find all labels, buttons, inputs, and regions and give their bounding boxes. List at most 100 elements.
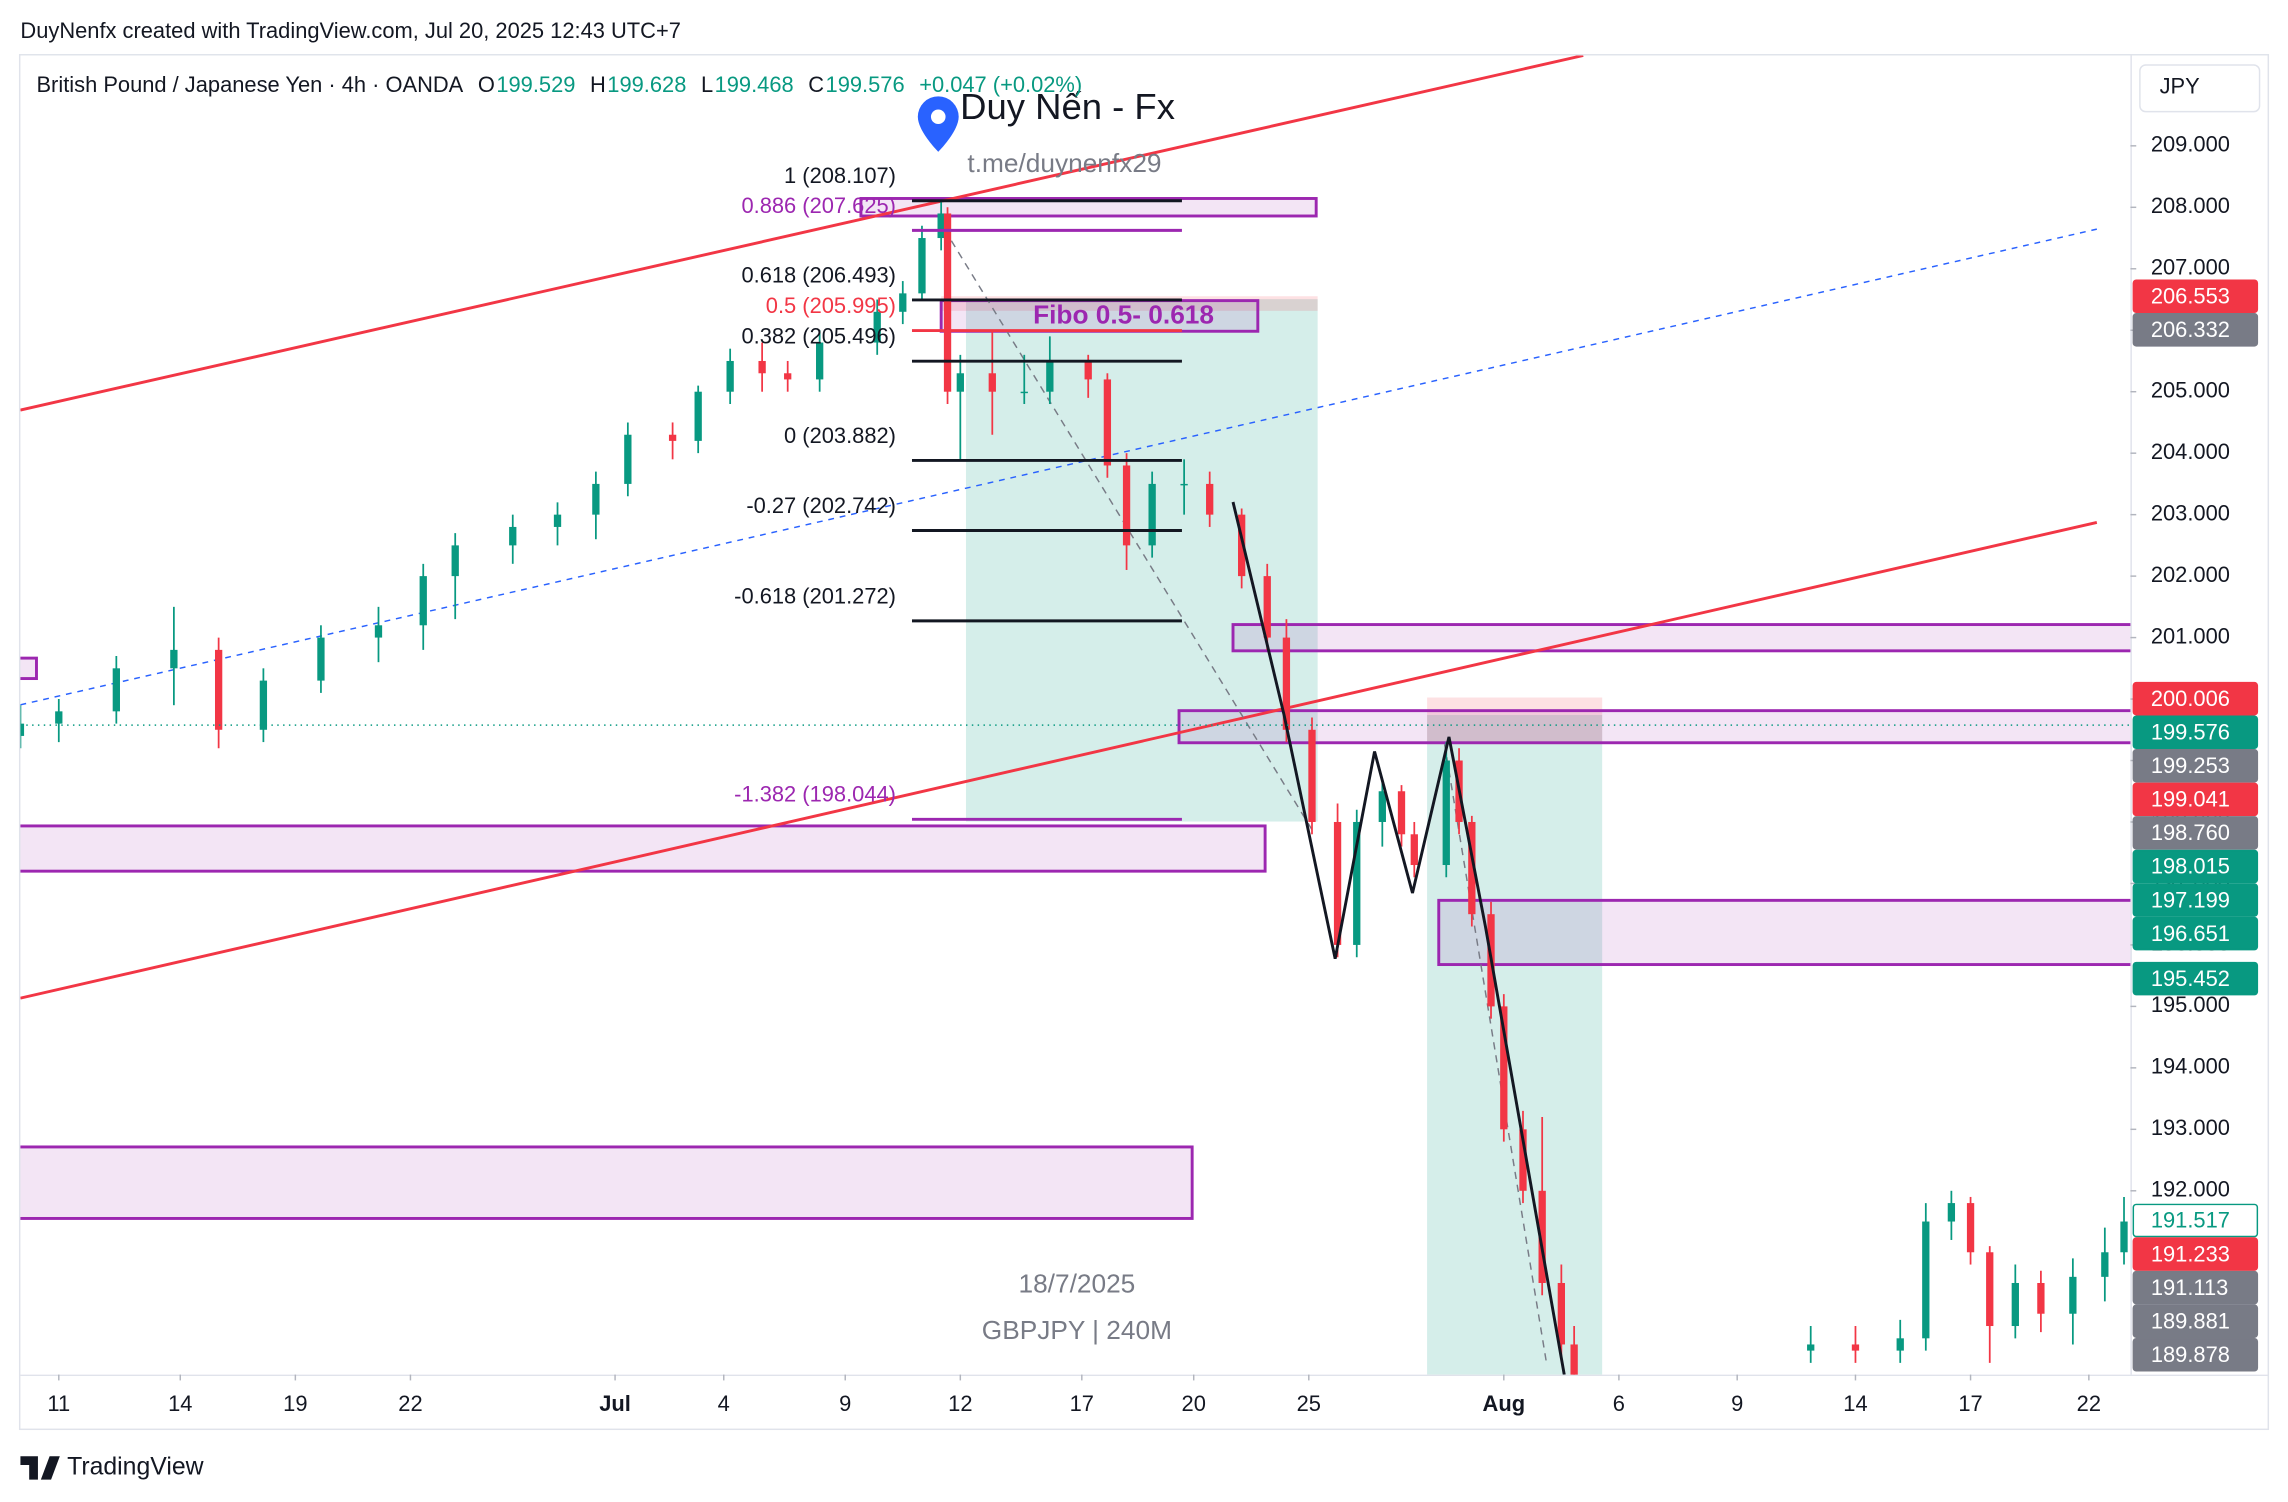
currency[interactable]: JPY bbox=[2160, 73, 2201, 98]
candle-body bbox=[2037, 1282, 2045, 1314]
price-tag bbox=[2132, 279, 2259, 314]
candle-body bbox=[1020, 391, 1028, 394]
fib-label: 0.5 (205.995) bbox=[766, 293, 896, 318]
symbol-note: GBPJPY | 240M bbox=[982, 1315, 1172, 1345]
candle-body bbox=[1538, 1190, 1546, 1283]
zone bbox=[1177, 709, 2131, 745]
candle-body bbox=[1353, 821, 1361, 945]
candle-body bbox=[2101, 1252, 2109, 1277]
fib-label: -1.382 (198.044) bbox=[734, 782, 896, 807]
channel-line bbox=[20, 55, 1584, 412]
credit: DuyNenfx created with TradingView.com, J… bbox=[20, 18, 680, 43]
x-tick-label: 12 bbox=[948, 1391, 972, 1416]
candle-body bbox=[2069, 1276, 2077, 1314]
price-tag-label: 198.015 bbox=[2151, 854, 2230, 879]
candle-body bbox=[1851, 1344, 1860, 1351]
candle-body bbox=[873, 311, 881, 343]
fib-label: -0.618 (201.272) bbox=[734, 583, 896, 608]
trend-line bbox=[20, 228, 2098, 706]
candle-body bbox=[988, 373, 996, 392]
candle-body bbox=[1966, 1203, 1975, 1253]
candle-body bbox=[1148, 483, 1156, 546]
zone bbox=[20, 1145, 1194, 1220]
price-tag bbox=[2132, 313, 2259, 347]
y-tick-label: 204.000 bbox=[2151, 439, 2230, 464]
price-tag-label: 189.878 bbox=[2151, 1342, 2230, 1367]
candle-body bbox=[758, 360, 766, 374]
candle-body bbox=[943, 213, 952, 392]
x-tick-label: 25 bbox=[1297, 1391, 1321, 1416]
y-tick-label: 194.000 bbox=[2151, 1054, 2230, 1079]
x-tick-label: 11 bbox=[47, 1391, 70, 1416]
candle-body bbox=[1263, 576, 1271, 638]
price-tag-label: 197.199 bbox=[2151, 887, 2230, 912]
price-tag-label: 191.233 bbox=[2151, 1241, 2230, 1266]
brand: TradingView bbox=[67, 1454, 204, 1481]
ohlc-key: C bbox=[808, 72, 824, 97]
price-tag bbox=[2132, 816, 2259, 850]
zone-label: Fibo 0.5- 0.618 bbox=[1033, 300, 1214, 330]
x-tick-label: 6 bbox=[1613, 1391, 1625, 1416]
candle-body bbox=[1922, 1221, 1930, 1339]
candle-body bbox=[170, 649, 178, 669]
zone bbox=[859, 197, 1318, 218]
x-tick-label: 19 bbox=[283, 1391, 307, 1416]
price-tag-label: 191.517 bbox=[2151, 1208, 2230, 1233]
candle-body bbox=[784, 373, 792, 380]
price-tag bbox=[2132, 961, 2259, 996]
x-tick-label: 9 bbox=[1731, 1391, 1743, 1416]
watermark: Duy Nến - Fx bbox=[960, 86, 1175, 127]
zone bbox=[20, 824, 1267, 873]
ohlc-value: 199.576 bbox=[826, 72, 905, 97]
candle-body bbox=[1500, 1006, 1508, 1130]
fib-label: 0 (203.882) bbox=[784, 423, 896, 448]
ohlc-value: 199.529 bbox=[496, 72, 575, 97]
y-tick-label: 192.000 bbox=[2151, 1177, 2230, 1202]
candle-body bbox=[1308, 729, 1316, 822]
candle-body bbox=[899, 293, 907, 312]
x-tick-label: 20 bbox=[1182, 1391, 1206, 1416]
price-tag-label: 191.113 bbox=[2151, 1275, 2228, 1300]
candle-body bbox=[694, 391, 702, 441]
price-tag bbox=[2132, 1237, 2259, 1271]
candle-body bbox=[592, 483, 600, 515]
x-tick-label: 17 bbox=[1958, 1391, 1982, 1416]
ohlc-key: O bbox=[478, 72, 495, 97]
projection-line bbox=[950, 240, 1314, 833]
candle-body bbox=[419, 576, 427, 626]
candle-body bbox=[374, 625, 383, 638]
currency-box[interactable] bbox=[2139, 64, 2261, 113]
price-tag bbox=[2132, 849, 2259, 884]
zone bbox=[1231, 623, 2131, 653]
y-tick-label: 203.000 bbox=[2151, 500, 2230, 525]
candle-body bbox=[1896, 1338, 1904, 1351]
price-tag bbox=[2132, 749, 2259, 783]
candle-body bbox=[451, 545, 459, 577]
channel-line bbox=[20, 520, 2098, 1000]
candle-body bbox=[1333, 821, 1342, 945]
candle-body bbox=[20, 723, 25, 736]
candle-body bbox=[1519, 1129, 1527, 1191]
price-tag bbox=[2132, 1270, 2259, 1305]
candle-body bbox=[1570, 1344, 1578, 1375]
candle-body bbox=[1442, 760, 1450, 866]
y-tick-label: 208.000 bbox=[2151, 193, 2230, 218]
candle-body bbox=[624, 434, 632, 484]
candle-body bbox=[1557, 1282, 1566, 1345]
symbol-title: British Pound / Japanese Yen · 4h · OAND… bbox=[36, 72, 463, 97]
ohlc-key: H bbox=[590, 72, 606, 97]
fib-label: 1 (208.107) bbox=[784, 163, 896, 188]
price-tag-label: 198.760 bbox=[2151, 820, 2230, 845]
x-tick-label: 9 bbox=[839, 1391, 851, 1416]
candle-body bbox=[2011, 1282, 2019, 1327]
candle-body bbox=[112, 668, 120, 712]
candle-body bbox=[1397, 791, 1406, 835]
date-note: 18/7/2025 bbox=[1018, 1269, 1135, 1299]
ohlc-key: L bbox=[701, 72, 713, 97]
frame bbox=[18, 54, 2270, 1431]
price-tag-label: 206.332 bbox=[2151, 317, 2230, 342]
candle-body bbox=[1180, 483, 1188, 486]
price-tag-label: 199.253 bbox=[2151, 753, 2230, 778]
fib-label: 0.618 (206.493) bbox=[741, 262, 895, 287]
